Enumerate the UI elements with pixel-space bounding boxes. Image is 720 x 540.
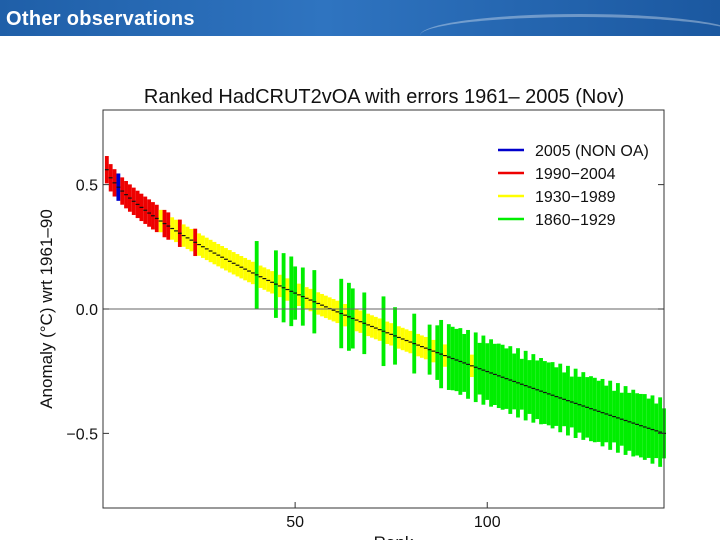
header-bar: Other observations — [0, 0, 720, 36]
legend-label: 2005 (NON OA) — [535, 143, 649, 160]
chart-title: Ranked HadCRUT2vOA with errors 1961– 200… — [143, 86, 625, 108]
legend: 2005 (NON OA) 1990−2004 1930−1989 1860−1929 — [498, 143, 649, 229]
x-tick-label: 100 — [474, 514, 501, 531]
y-tick-label: −0.5 — [66, 426, 98, 443]
y-axis-label: Anomaly (°C) wrt 1961–90 — [37, 209, 56, 409]
y-tick-label: 0.0 — [76, 302, 98, 319]
x-axis-label: Rank — [374, 533, 414, 540]
axes-group: 0.5 0.0 −0.5 50 100 Rank Anomaly (°C) wrt 1961… — [37, 109, 665, 540]
legend-label: 1990−2004 — [535, 166, 616, 183]
legend-label: 1860−1929 — [535, 212, 616, 229]
header-swoosh-decoration — [420, 14, 720, 36]
slide-title: Other observations — [6, 8, 195, 30]
median-marks-group — [104, 169, 666, 434]
legend-label: 1930−1989 — [535, 189, 616, 206]
y-tick-label: 0.5 — [76, 178, 98, 195]
x-tick-label: 50 — [286, 514, 304, 531]
